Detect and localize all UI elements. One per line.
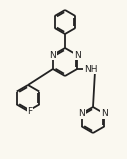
Text: N: N — [74, 51, 81, 59]
Text: N: N — [101, 109, 108, 118]
Text: N: N — [78, 109, 85, 118]
Text: F: F — [27, 107, 33, 117]
Text: N: N — [50, 51, 56, 59]
Text: NH: NH — [84, 65, 98, 73]
